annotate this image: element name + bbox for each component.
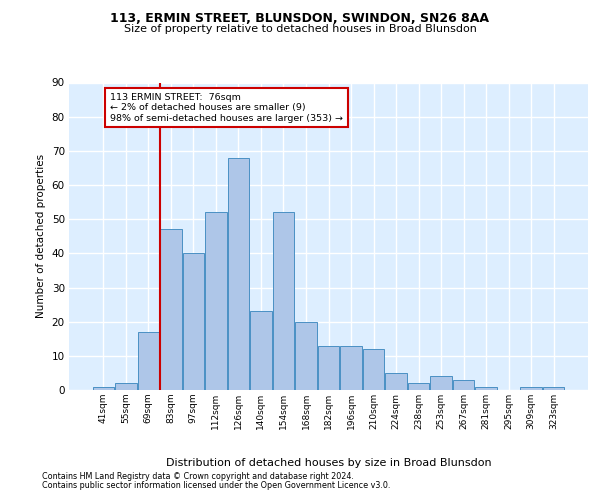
Bar: [520, 386, 542, 390]
Bar: [318, 346, 339, 390]
Text: 113, ERMIN STREET, BLUNSDON, SWINDON, SN26 8AA: 113, ERMIN STREET, BLUNSDON, SWINDON, SN…: [110, 12, 490, 26]
Bar: [295, 322, 317, 390]
Bar: [273, 212, 294, 390]
Bar: [385, 373, 407, 390]
Text: 113 ERMIN STREET:  76sqm
← 2% of detached houses are smaller (9)
98% of semi-det: 113 ERMIN STREET: 76sqm ← 2% of detached…: [110, 93, 343, 122]
Bar: [250, 312, 272, 390]
Bar: [137, 332, 159, 390]
Bar: [363, 349, 384, 390]
Bar: [408, 383, 429, 390]
Bar: [92, 386, 114, 390]
Bar: [205, 212, 227, 390]
Bar: [453, 380, 475, 390]
Text: Contains public sector information licensed under the Open Government Licence v3: Contains public sector information licen…: [42, 481, 391, 490]
Text: Size of property relative to detached houses in Broad Blunsdon: Size of property relative to detached ho…: [124, 24, 476, 34]
Y-axis label: Number of detached properties: Number of detached properties: [36, 154, 46, 318]
Bar: [228, 158, 249, 390]
Bar: [475, 386, 497, 390]
Bar: [115, 383, 137, 390]
Text: Contains HM Land Registry data © Crown copyright and database right 2024.: Contains HM Land Registry data © Crown c…: [42, 472, 354, 481]
Bar: [182, 254, 204, 390]
Bar: [430, 376, 452, 390]
Bar: [160, 230, 182, 390]
Bar: [543, 386, 565, 390]
Bar: [340, 346, 362, 390]
Text: Distribution of detached houses by size in Broad Blunsdon: Distribution of detached houses by size …: [166, 458, 491, 468]
